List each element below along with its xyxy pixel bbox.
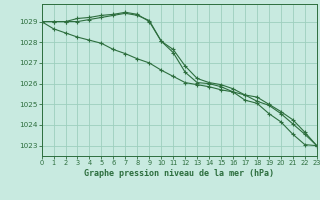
X-axis label: Graphe pression niveau de la mer (hPa): Graphe pression niveau de la mer (hPa) [84,169,274,178]
